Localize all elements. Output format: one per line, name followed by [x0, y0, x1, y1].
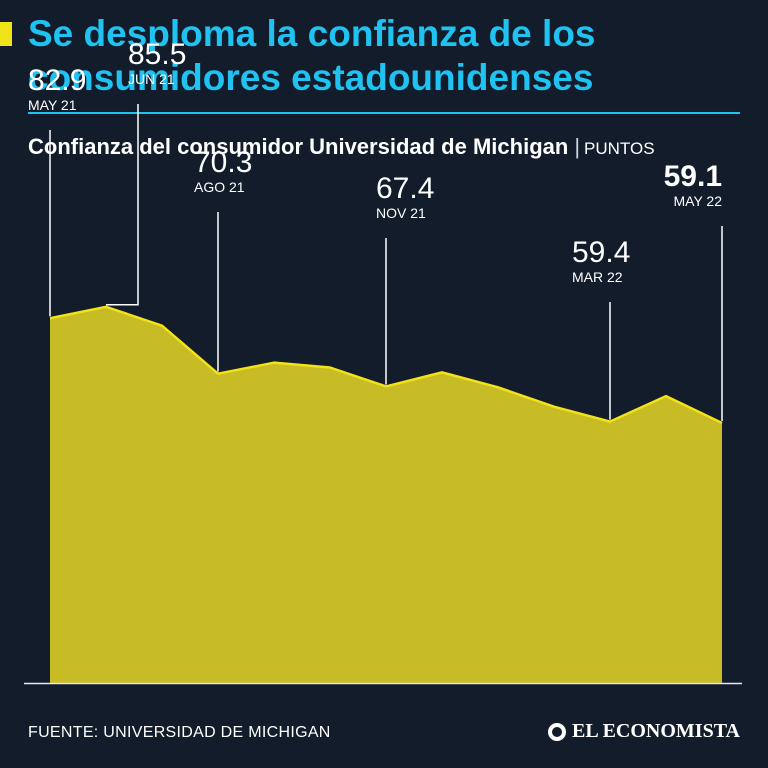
area-fill	[50, 306, 722, 683]
source-note: FUENTE: UNIVERSIDAD DE MICHIGAN	[28, 724, 331, 741]
brand-logo: EL ECONOMISTA	[548, 720, 740, 743]
area-line	[49, 305, 723, 425]
annotation-value-0: 82.9	[28, 64, 86, 97]
annotation-value-3: 70.3	[194, 146, 252, 179]
brand-icon	[548, 722, 566, 741]
annotation-date-3: AGO 21	[194, 179, 245, 195]
annotation-value-10: 59.4	[572, 236, 630, 269]
chart-title: Confianza del consumidor Universidad de …	[28, 134, 569, 159]
annotation-value-1: 85.5	[128, 38, 186, 71]
unit-label: PUNTOS	[584, 139, 655, 158]
annotation-value-12: 59.1	[664, 160, 722, 193]
subtitle-separator: |	[574, 134, 581, 159]
annotation-date-6: NOV 21	[376, 205, 426, 221]
annotation-date-1: JUN 21	[128, 71, 175, 87]
annotation-date-0: MAY 21	[28, 97, 77, 113]
title-divider	[28, 112, 740, 114]
annotation-value-6: 67.4	[376, 172, 434, 205]
annotation-leader-1	[106, 104, 139, 306]
chart-subtitle: Confianza del consumidor Universidad de …	[28, 134, 655, 162]
accent-bar	[0, 22, 12, 46]
annotation-date-12: MAY 22	[673, 193, 722, 209]
brand-name: EL ECONOMISTA	[572, 720, 740, 742]
annotation-date-10: MAR 22	[572, 269, 623, 285]
page-title: Se desploma la confianza de los consumid…	[28, 13, 596, 98]
